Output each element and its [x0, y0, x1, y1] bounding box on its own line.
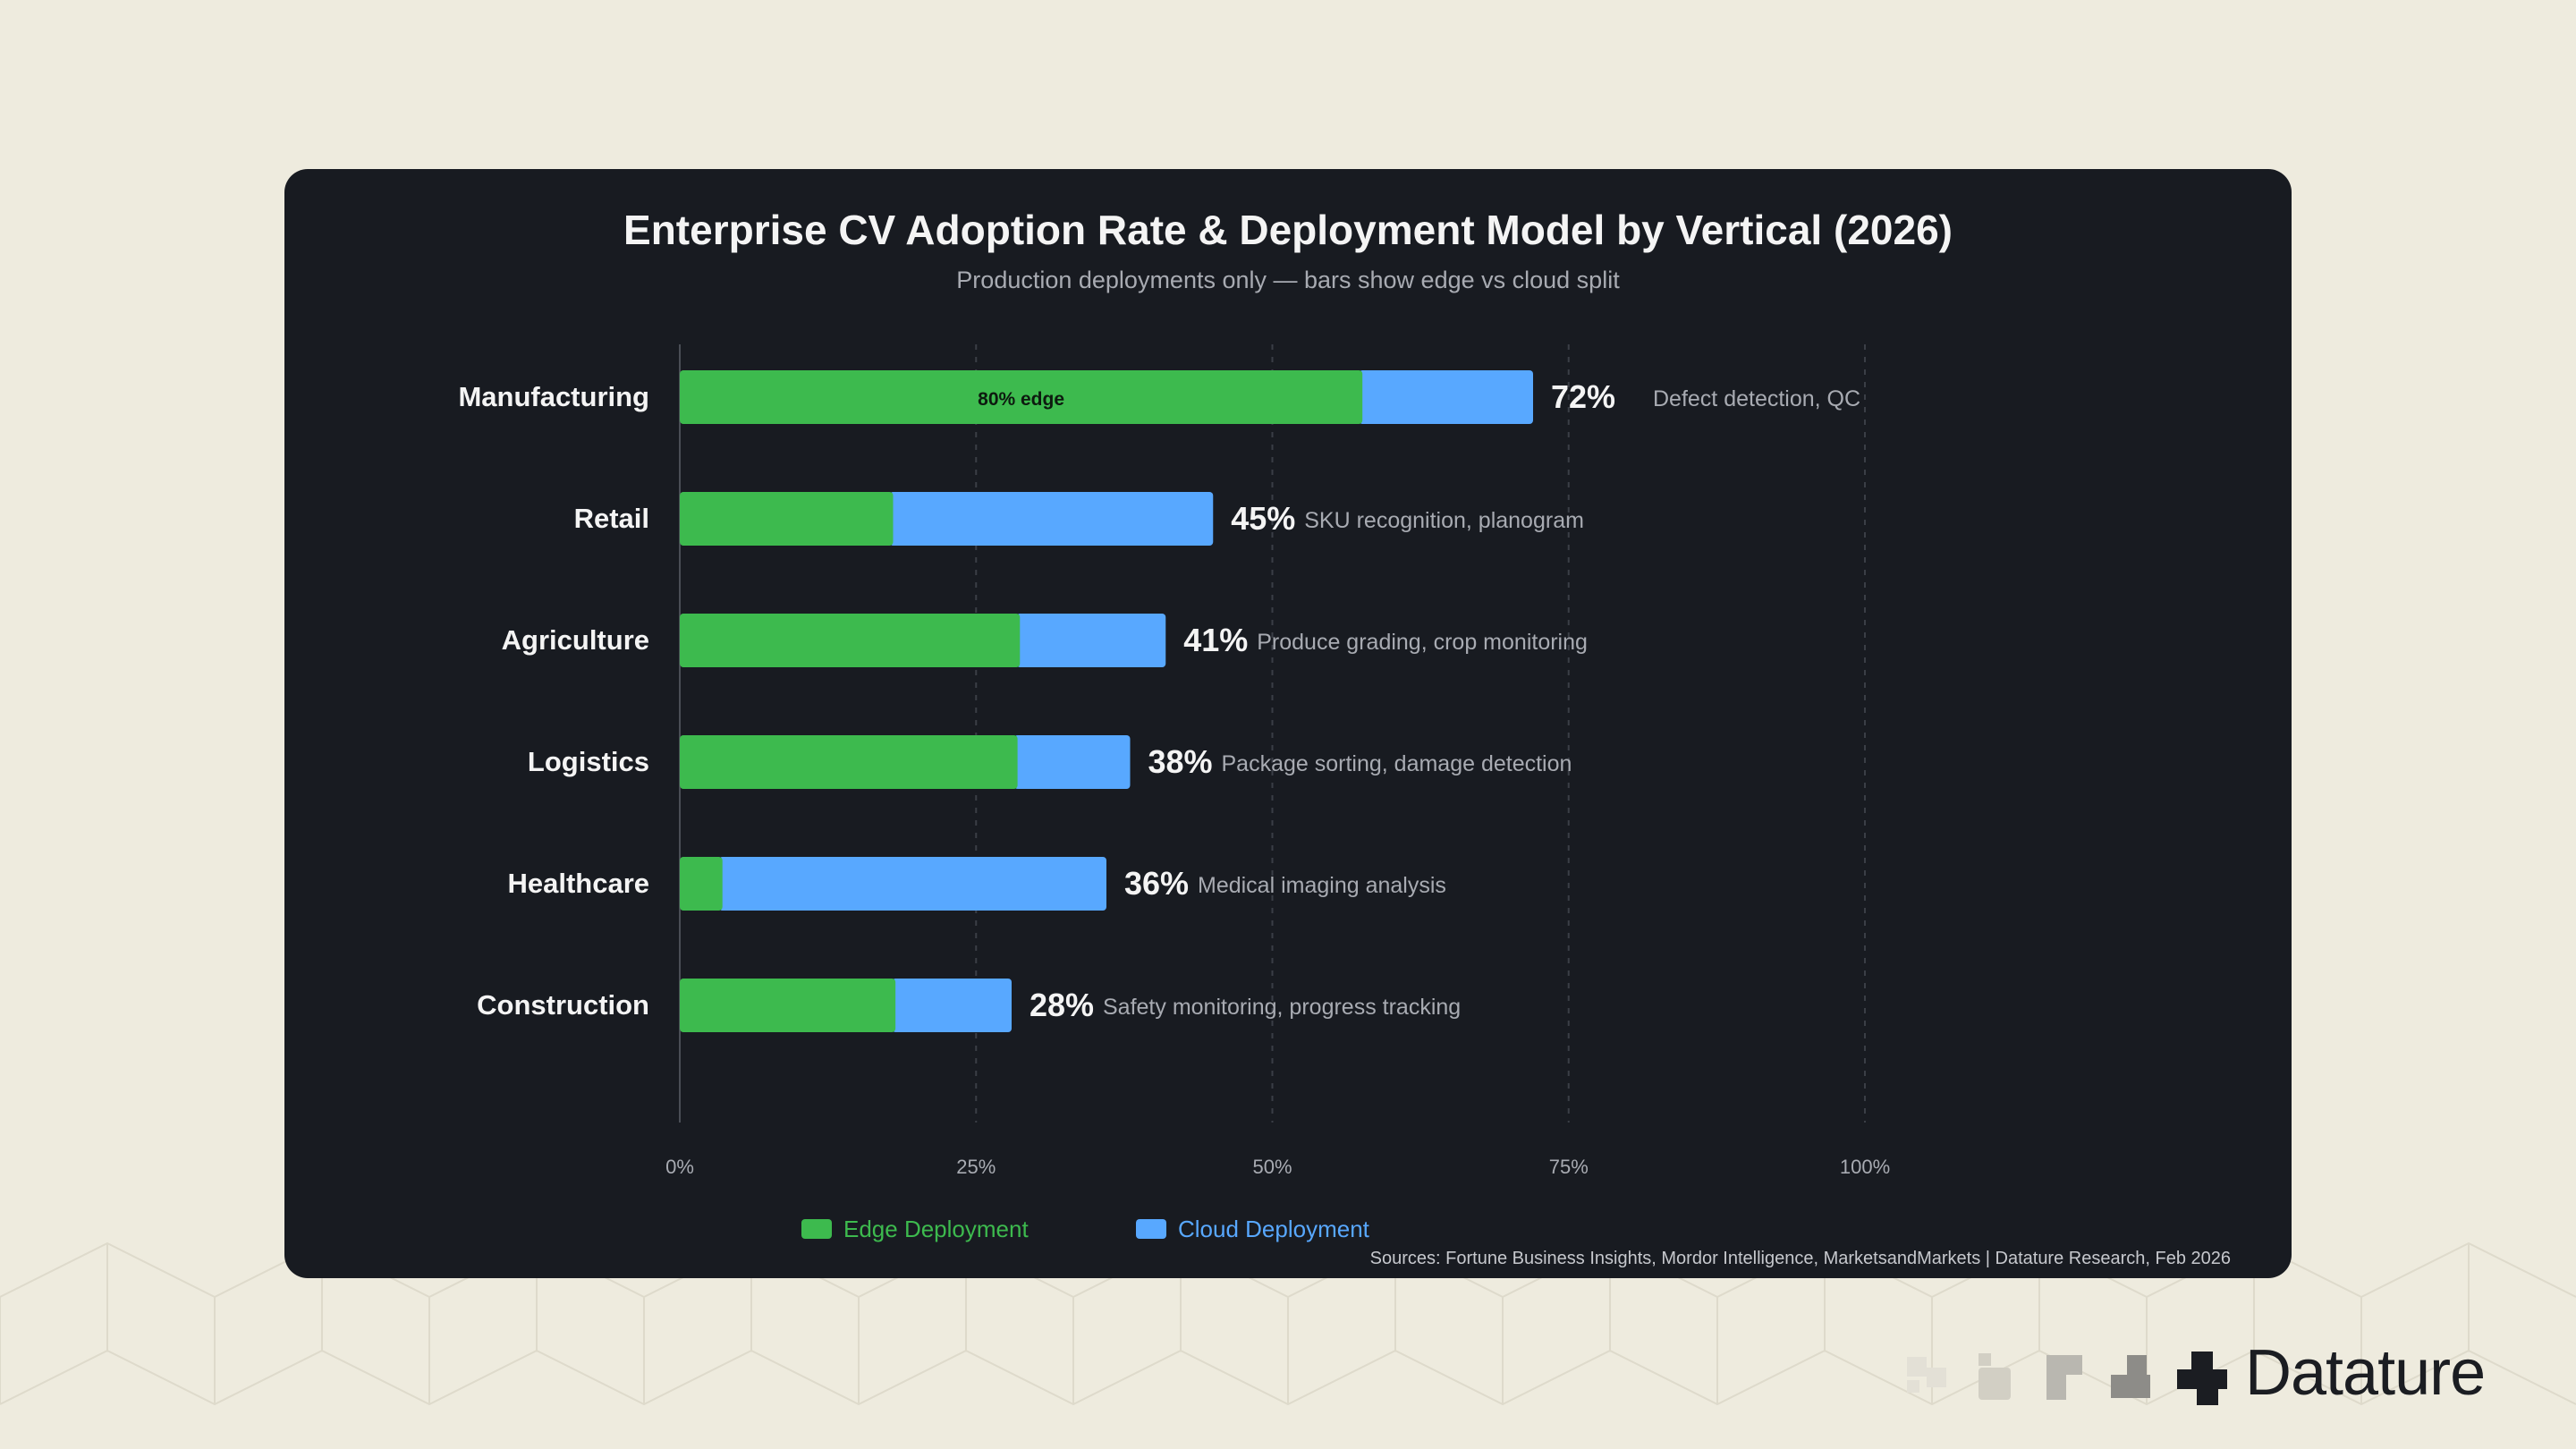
datature-logo-icon: [1907, 1352, 2227, 1405]
bar-edge-retail: [680, 492, 894, 546]
use-case-label: SKU recognition, planogram: [1304, 508, 1584, 533]
bar-edge-agriculture: [680, 614, 1021, 667]
bar-cloud-logistics: [1013, 735, 1131, 789]
x-tick-label: 25%: [956, 1156, 996, 1178]
category-label: Manufacturing: [458, 381, 649, 412]
legend-label: Edge Deployment: [843, 1216, 1029, 1242]
bar-cloud-healthcare: [718, 857, 1106, 911]
bar-cloud-retail: [889, 492, 1214, 546]
total-label: 41%: [1183, 622, 1248, 658]
legend-swatch-cloud: [1136, 1219, 1166, 1239]
legend-swatch-edge: [801, 1219, 832, 1239]
use-case-label: Medical imaging analysis: [1198, 873, 1446, 898]
bar-edge-healthcare: [680, 857, 723, 911]
chart-subtitle: Production deployments only — bars show …: [956, 267, 1620, 293]
bar-edge-logistics: [680, 735, 1018, 789]
chart-card: [284, 169, 2292, 1278]
x-tick-label: 75%: [1549, 1156, 1589, 1178]
use-case-label: Defect detection, QC: [1653, 386, 1860, 411]
bar-edge-manufacturing: [680, 370, 1363, 424]
legend-label: Cloud Deployment: [1178, 1216, 1370, 1242]
use-case-label: Package sorting, damage detection: [1222, 751, 1572, 776]
total-label: 38%: [1148, 743, 1213, 780]
category-label: Agriculture: [502, 624, 649, 656]
bar-cloud-agriculture: [1016, 614, 1166, 667]
x-tick-label: 0%: [665, 1156, 694, 1178]
bar-cloud-construction: [892, 979, 1012, 1032]
x-tick-label: 50%: [1252, 1156, 1292, 1178]
total-label: 72%: [1551, 378, 1615, 415]
background-pattern: [0, 1241, 2576, 1406]
chart-title: Enterprise CV Adoption Rate & Deployment…: [623, 207, 1953, 253]
bar-cloud-manufacturing: [1359, 370, 1533, 424]
category-label: Construction: [477, 989, 649, 1021]
bar-edge-construction: [680, 979, 896, 1032]
use-case-label: Produce grading, crop monitoring: [1257, 630, 1588, 655]
source-note: Sources: Fortune Business Insights, Mord…: [1370, 1249, 2231, 1268]
x-tick-label: 100%: [1840, 1156, 1890, 1178]
category-label: Logistics: [528, 746, 649, 777]
total-label: 36%: [1124, 865, 1189, 902]
bar-annotation: 80% edge: [978, 389, 1064, 410]
total-label: 45%: [1231, 500, 1295, 537]
category-label: Healthcare: [507, 868, 649, 899]
brand-wordmark: Datature: [2245, 1337, 2486, 1409]
category-label: Retail: [574, 503, 649, 534]
total-label: 28%: [1030, 987, 1094, 1023]
use-case-label: Safety monitoring, progress tracking: [1103, 995, 1461, 1020]
